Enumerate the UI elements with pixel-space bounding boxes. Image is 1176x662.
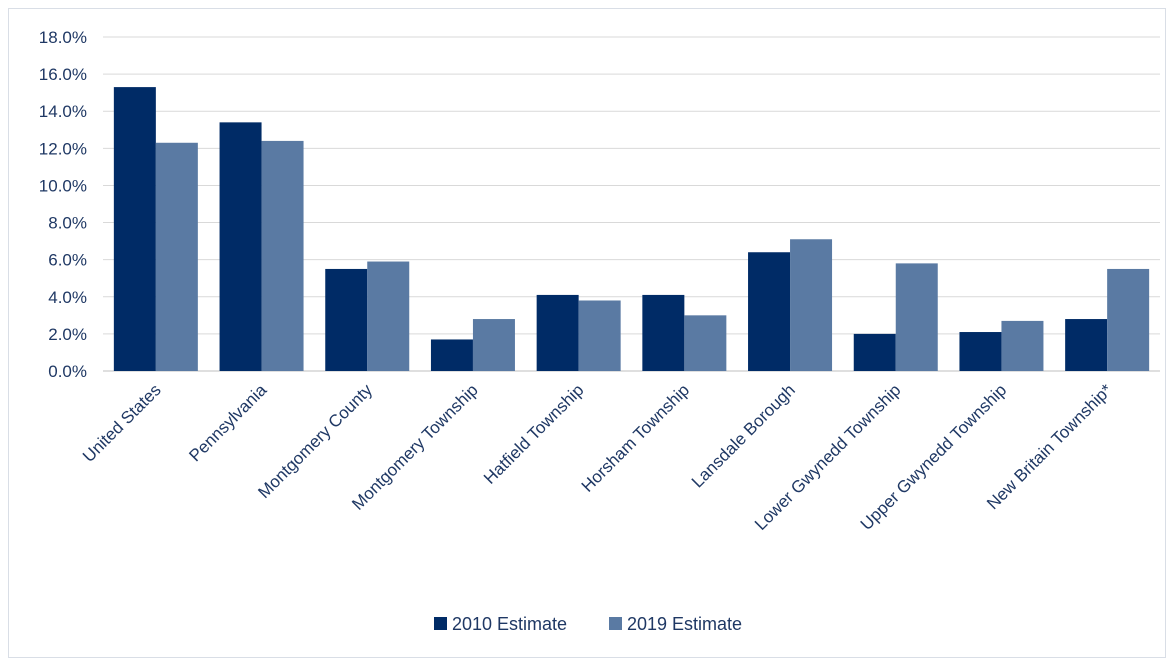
y-tick-label: 4.0%: [48, 288, 87, 307]
bar-series-2: [578, 300, 621, 371]
bar-series-2: [472, 319, 515, 371]
legend-label: 2019 Estimate: [627, 614, 742, 634]
bar-series-1: [113, 87, 156, 371]
bar-series-2: [790, 239, 833, 371]
y-tick-label: 16.0%: [39, 65, 87, 84]
x-category-label: Pennsylvania: [185, 380, 270, 465]
bar-series-1: [1065, 319, 1108, 371]
bar-series-2: [1107, 268, 1150, 371]
x-category-label: Horsham Township: [578, 380, 693, 495]
y-tick-label: 6.0%: [48, 251, 87, 270]
y-tick-label: 10.0%: [39, 176, 87, 195]
bar-series-2: [367, 261, 410, 371]
bar-series-2: [1001, 320, 1044, 371]
legend-swatch: [609, 617, 622, 630]
bar-series-2: [684, 315, 727, 371]
bar-series-1: [536, 294, 579, 371]
bar-series-1: [959, 332, 1002, 371]
bar-series-1: [642, 294, 685, 371]
bar-series-1: [748, 252, 791, 371]
y-tick-label: 0.0%: [48, 362, 87, 381]
y-tick-label: 12.0%: [39, 139, 87, 158]
y-tick-label: 2.0%: [48, 325, 87, 344]
y-tick-label: 8.0%: [48, 214, 87, 233]
x-category-label: Hatfield Township: [480, 380, 587, 487]
x-category-label: Lansdale Borough: [688, 380, 799, 491]
bar-series-2: [895, 263, 938, 371]
bar-series-1: [219, 122, 262, 371]
y-tick-label: 14.0%: [39, 102, 87, 121]
bar-series-1: [325, 268, 368, 371]
legend-label: 2010 Estimate: [452, 614, 567, 634]
x-category-label: Montgomery County: [254, 380, 376, 502]
bar-series-1: [853, 333, 896, 371]
bar-series-2: [155, 142, 198, 371]
legend-swatch: [434, 617, 447, 630]
bar-series-2: [261, 140, 304, 371]
y-tick-label: 18.0%: [39, 28, 87, 47]
bar-series-1: [430, 339, 473, 371]
x-category-label: United States: [79, 380, 165, 466]
